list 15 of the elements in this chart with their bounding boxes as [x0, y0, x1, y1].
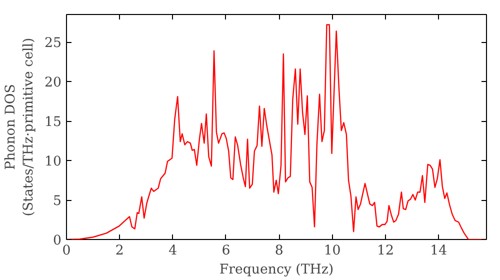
x-tick-label: 4 — [168, 244, 178, 258]
y-tick-label: 0 — [53, 234, 62, 248]
y-axis-title: Phonon DOS (States/THz·primitive cell) — [4, 38, 37, 216]
x-axis-title: Frequency (THz) — [219, 262, 334, 278]
x-tick-label: 6 — [222, 244, 230, 258]
y-tick-label: 5 — [53, 194, 62, 210]
y-tick-label: 25 — [44, 36, 62, 52]
x-tick-label: 12 — [377, 244, 394, 258]
y-tick-label: 10 — [44, 154, 62, 170]
y-tick-label: 20 — [44, 76, 62, 91]
x-tick-label: 14 — [430, 244, 448, 258]
x-tick-label: 10 — [324, 244, 341, 258]
x-tick-label: 2 — [115, 244, 124, 258]
x-tick-label: 8 — [274, 244, 284, 258]
y-tick-label: 15 — [44, 115, 62, 130]
